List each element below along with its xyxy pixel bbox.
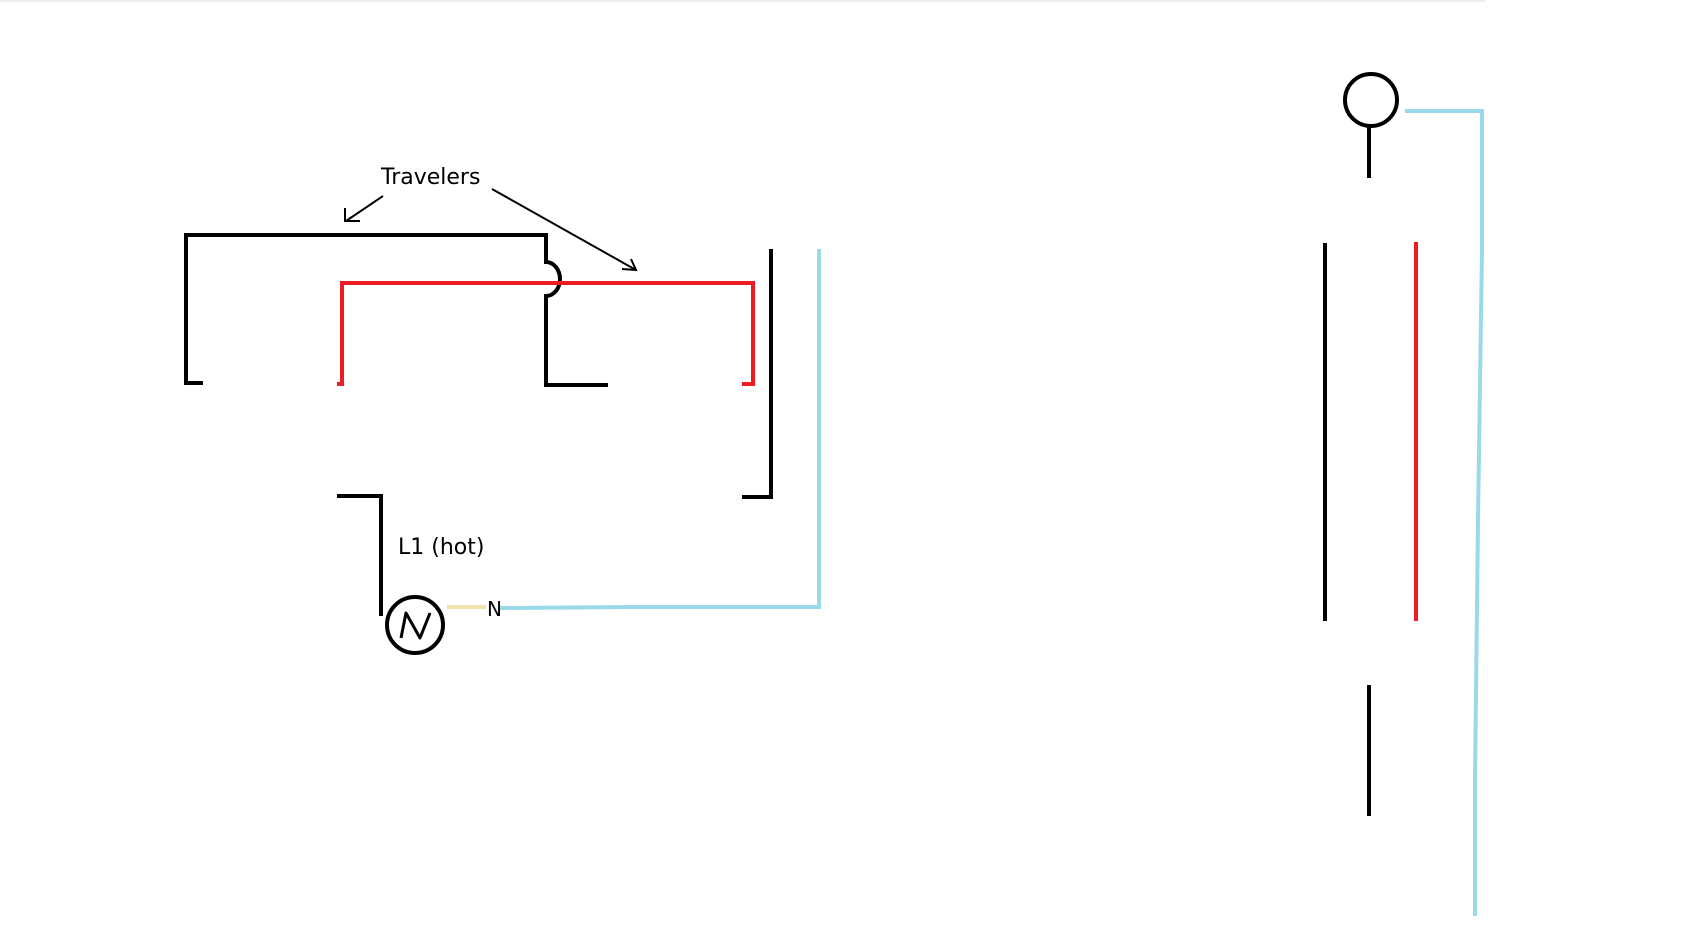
neutral-wire-left <box>499 249 821 610</box>
light-fixture-icon <box>1343 72 1399 178</box>
neutral-wire-right <box>1405 109 1484 916</box>
traveler-arrow-right-icon <box>491 188 638 272</box>
travelers-label: Travelers <box>380 165 480 190</box>
red-traveler-wire <box>337 281 755 386</box>
black-traveler-wire <box>184 233 608 387</box>
hot-wire <box>337 494 383 616</box>
neutral-label: N <box>487 597 502 621</box>
traveler-arrow-left-icon <box>344 195 384 222</box>
hot-label: L1 (hot) <box>398 535 484 560</box>
ac-source-icon <box>385 595 445 655</box>
switch-leg-wire <box>742 249 773 499</box>
